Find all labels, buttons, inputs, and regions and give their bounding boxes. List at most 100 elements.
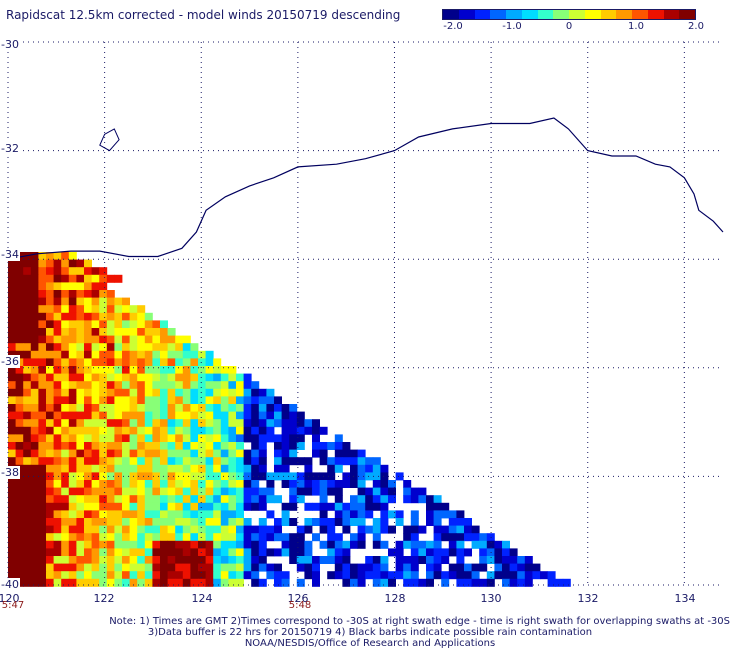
- data-cell: [167, 578, 176, 587]
- data-cell: [281, 548, 290, 557]
- data-cell: [137, 404, 146, 412]
- data-cell: [357, 480, 366, 488]
- lat-label: -30: [0, 38, 20, 51]
- data-cell: [190, 563, 199, 572]
- data-cell: [61, 495, 70, 504]
- data-cell: [144, 480, 153, 488]
- data-cell: [372, 525, 381, 534]
- data-cell: [205, 495, 214, 504]
- data-cell: [266, 495, 275, 504]
- data-cell: [137, 434, 146, 443]
- data-cell: [76, 578, 85, 587]
- data-cell: [46, 487, 54, 496]
- data-cell: [258, 411, 267, 420]
- data-cell: [30, 540, 39, 549]
- data-cell: [258, 434, 267, 443]
- data-cell: [175, 358, 184, 367]
- data-cell: [91, 366, 100, 374]
- data-cell: [524, 571, 533, 580]
- data-cell: [76, 282, 85, 291]
- data-cell: [456, 518, 465, 526]
- data-cell: [91, 282, 100, 291]
- data-cell: [38, 373, 47, 382]
- data-cell: [182, 434, 191, 443]
- data-cell: [46, 578, 54, 587]
- data-cell: [61, 305, 70, 314]
- data-cell: [167, 518, 176, 526]
- data-cell: [76, 480, 85, 488]
- data-cell: [144, 518, 153, 526]
- data-cell: [122, 404, 130, 412]
- data-cell: [312, 502, 320, 511]
- data-cell: [251, 563, 260, 572]
- data-cell: [61, 328, 70, 336]
- data-cell: [182, 381, 191, 390]
- data-cell: [137, 533, 146, 542]
- data-cell: [258, 495, 267, 504]
- data-cell: [266, 510, 275, 519]
- data-cell: [547, 578, 556, 587]
- data-cell: [99, 297, 108, 306]
- data-cell: [84, 449, 92, 458]
- data-cell: [46, 328, 54, 336]
- data-cell: [205, 449, 214, 458]
- data-cell: [53, 464, 62, 473]
- data-cell: [61, 267, 70, 276]
- data-cell: [236, 571, 244, 580]
- data-cell: [312, 472, 320, 481]
- data-cell: [266, 480, 275, 488]
- data-cell: [84, 312, 92, 321]
- data-cell: [350, 510, 358, 519]
- data-cell: [129, 495, 138, 504]
- data-cell: [220, 480, 229, 488]
- data-cell: [236, 396, 244, 405]
- data-cell: [410, 540, 419, 549]
- data-cell: [30, 404, 39, 412]
- data-cell: [410, 487, 419, 496]
- data-cell: [61, 358, 70, 367]
- data-cell: [198, 487, 206, 496]
- data-cell: [8, 320, 16, 329]
- data-cell: [312, 434, 320, 443]
- data-cell: [182, 510, 191, 519]
- data-cell: [91, 267, 100, 276]
- data-cell: [114, 366, 123, 374]
- data-cell: [122, 335, 130, 344]
- data-cell: [160, 578, 168, 587]
- data-cell: [137, 320, 146, 329]
- data-cell: [236, 480, 244, 488]
- data-cell: [471, 540, 480, 549]
- data-cell: [167, 464, 176, 473]
- data-cell: [91, 563, 100, 572]
- colorbar: [442, 9, 696, 20]
- data-cell: [144, 571, 153, 580]
- data-cell: [68, 510, 77, 519]
- data-cell: [23, 373, 32, 382]
- data-cell: [61, 419, 70, 428]
- data-cell: [129, 548, 138, 557]
- data-cell: [122, 312, 130, 321]
- data-cell: [68, 320, 77, 329]
- data-cell: [106, 510, 115, 519]
- data-cell: [350, 571, 358, 580]
- data-cell: [8, 404, 16, 412]
- data-cell: [410, 571, 419, 580]
- data-cell: [236, 388, 244, 397]
- data-cell: [213, 472, 222, 481]
- data-cell: [175, 388, 184, 397]
- data-cell: [380, 525, 389, 534]
- data-cell: [167, 388, 176, 397]
- data-cell: [251, 533, 260, 542]
- data-cell: [205, 480, 214, 488]
- data-cell: [53, 578, 62, 587]
- data-cell: [53, 449, 62, 458]
- data-cell: [152, 510, 161, 519]
- data-cell: [198, 571, 206, 580]
- data-cell: [380, 540, 389, 549]
- data-cell: [258, 518, 267, 526]
- data-cell: [99, 419, 108, 428]
- data-cell: [266, 419, 275, 428]
- data-cell: [418, 487, 427, 496]
- data-cell: [160, 457, 168, 466]
- data-cell: [228, 396, 237, 405]
